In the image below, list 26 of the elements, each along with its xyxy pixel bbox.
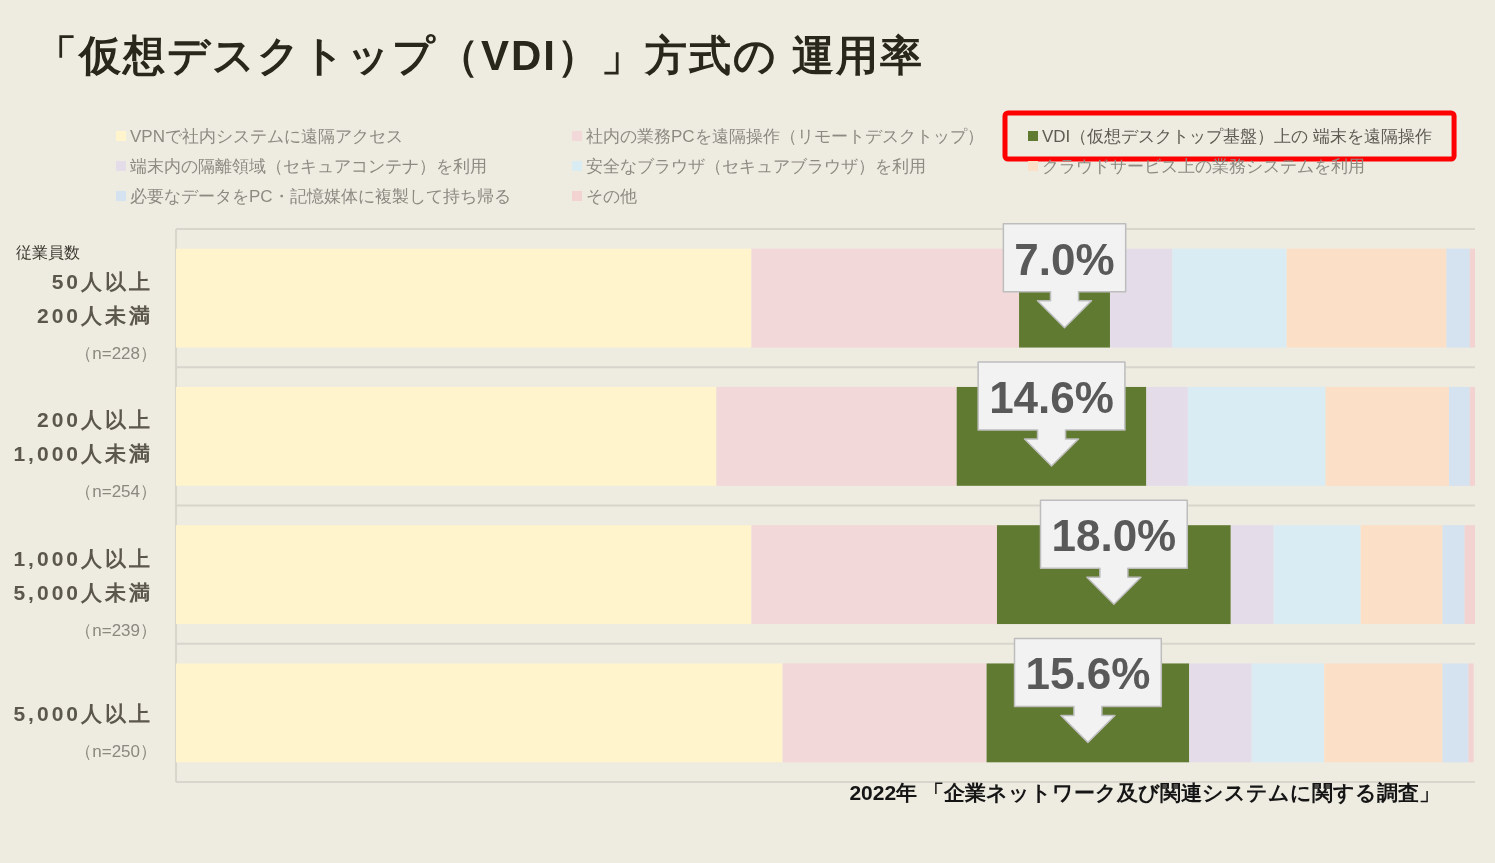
category-label: 50人以上 [51,270,153,294]
category-label: 1,000人以上 [13,546,153,570]
category-label: 5,000人未満 [13,580,153,604]
value-label: 18.0% [1051,511,1177,561]
category-label: （n=250） [75,741,157,761]
ylabel: 従業員数 [16,244,80,261]
legend-label: クラウドサービス上の業務システムを利用 [1042,157,1365,176]
legend-label: VDI（仮想デスクトップ基盤）上の 端末を遠隔操作 [1042,127,1433,146]
category-label: 200人未満 [36,304,153,328]
category-label: 5,000人以上 [13,701,153,725]
category-label: 200人以上 [36,408,153,432]
legend-label: 端末内の隔離領域（セキュアコンテナ）を利用 [130,157,487,176]
legend-label: 社内の業務PCを遠隔操作（リモートデスクトップ） [586,127,984,146]
category-label: （n=239） [75,620,157,640]
annotation: 2022年 「企業ネットワーク及び関連システムに関する調査」 [849,781,1440,804]
value-label: 7.0% [1014,234,1115,284]
category-label: （n=254） [75,482,157,502]
legend-label: VPNで社内システムに遠隔アクセス [130,127,403,146]
category-label: 1,000人未満 [13,442,153,466]
legend-label: その他 [586,187,637,206]
value-label: 15.6% [1025,649,1151,699]
legend-label: 安全なブラウザ（セキュアブラウザ）を利用 [586,157,926,176]
value-label: 14.6% [989,372,1114,422]
title: 「仮想デスクトップ（VDI）」方式の 運用率 [35,32,924,79]
legend-label: 必要なデータをPC・記憶媒体に複製して持ち帰る [130,187,511,206]
category-label: （n=228） [75,344,157,364]
